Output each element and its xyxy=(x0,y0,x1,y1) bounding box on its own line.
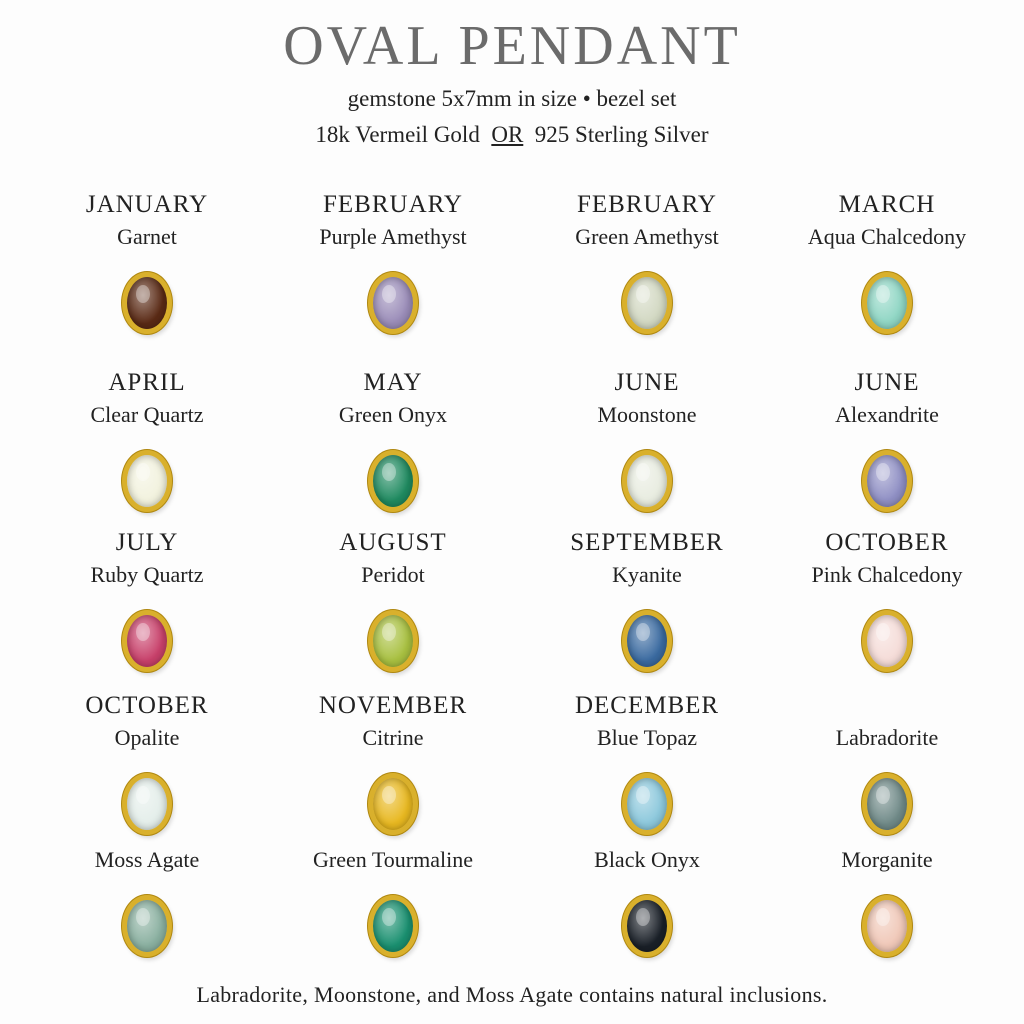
oval-gem-swatch xyxy=(368,895,418,957)
birth-month: JANUARY xyxy=(85,191,209,218)
birth-month: OCTOBER xyxy=(85,692,209,719)
birth-month xyxy=(762,691,1012,721)
gemstone-item: NOVEMBER Citrine xyxy=(268,691,518,835)
birth-month: JUNE xyxy=(614,369,680,396)
birth-month: NOVEMBER xyxy=(318,692,468,719)
oval-gem-swatch xyxy=(622,450,672,512)
gemstone-item: Morganite xyxy=(762,813,1012,957)
subtitle-material: 18k Vermeil Gold OR 925 Sterling Silver xyxy=(0,122,1024,148)
oval-gem-swatch xyxy=(622,272,672,334)
stone-name: Green Onyx xyxy=(338,402,448,427)
oval-gem-swatch xyxy=(862,272,912,334)
oval-gem-swatch xyxy=(122,272,172,334)
birth-month: OCTOBER xyxy=(825,529,949,556)
stone-name: Moonstone xyxy=(597,402,697,427)
birth-month: AUGUST xyxy=(339,529,447,556)
oval-gem-swatch xyxy=(862,610,912,672)
oval-gem-swatch xyxy=(368,610,418,672)
material-silver: 925 Sterling Silver xyxy=(534,122,709,147)
oval-gem-swatch xyxy=(368,272,418,334)
gemstone-item: FEBRUARY Purple Amethyst xyxy=(268,190,518,334)
gemstone-item: OCTOBER Pink Chalcedony xyxy=(762,528,1012,672)
stone-name: Green Tourmaline xyxy=(313,847,473,872)
oval-gem-swatch xyxy=(122,895,172,957)
stone-name: Alexandrite xyxy=(835,402,939,427)
gemstone-item: SEPTEMBER Kyanite xyxy=(522,528,772,672)
stone-name: Citrine xyxy=(362,725,424,750)
gemstone-item: FEBRUARY Green Amethyst xyxy=(522,190,772,334)
gemstone-item: Green Tourmaline xyxy=(268,813,518,957)
birth-month: MARCH xyxy=(838,191,936,218)
gemstone-item: APRIL Clear Quartz xyxy=(22,368,272,512)
stone-name: Pink Chalcedony xyxy=(811,562,963,587)
gemstone-item: Black Onyx xyxy=(522,813,772,957)
birth-month: JUNE xyxy=(854,369,920,396)
page-title: OVAL PENDANT xyxy=(283,15,741,77)
oval-gem-swatch xyxy=(622,773,672,835)
birth-month: FEBRUARY xyxy=(577,191,717,218)
stone-name: Ruby Quartz xyxy=(90,562,204,587)
gemstone-item: AUGUST Peridot xyxy=(268,528,518,672)
birth-month: DECEMBER xyxy=(574,692,720,719)
gemstone-item: Labradorite xyxy=(762,691,1012,835)
gemstone-item: OCTOBER Opalite xyxy=(22,691,272,835)
oval-gem-swatch xyxy=(622,610,672,672)
stone-name: Blue Topaz xyxy=(596,725,698,750)
stone-name: Morganite xyxy=(841,847,933,872)
stone-name: Black Onyx xyxy=(594,847,700,872)
material-or: OR xyxy=(491,122,524,147)
stone-name: Clear Quartz xyxy=(90,402,204,427)
oval-gem-swatch xyxy=(862,773,912,835)
gemstone-item: JULY Ruby Quartz xyxy=(22,528,272,672)
birth-month: MAY xyxy=(363,369,423,396)
gemstone-item: Moss Agate xyxy=(22,813,272,957)
material-gold: 18k Vermeil Gold xyxy=(315,122,480,147)
oval-gem-swatch xyxy=(862,895,912,957)
stone-name: Purple Amethyst xyxy=(319,224,467,249)
oval-gem-swatch xyxy=(122,773,172,835)
subtitle-size: gemstone 5x7mm in size • bezel set xyxy=(347,86,677,111)
gemstone-item: DECEMBER Blue Topaz xyxy=(522,691,772,835)
stone-name: Peridot xyxy=(361,562,425,587)
stone-name: Garnet xyxy=(117,224,177,249)
oval-gem-swatch xyxy=(368,773,418,835)
oval-gem-swatch xyxy=(122,450,172,512)
birth-month: APRIL xyxy=(108,369,186,396)
gemstone-item: JANUARY Garnet xyxy=(22,190,272,334)
stone-name: Aqua Chalcedony xyxy=(807,224,967,249)
oval-gem-swatch xyxy=(622,895,672,957)
gemstone-item: JUNE Moonstone xyxy=(522,368,772,512)
gemstone-item: MAY Green Onyx xyxy=(268,368,518,512)
oval-gem-swatch xyxy=(368,450,418,512)
oval-gem-swatch xyxy=(122,610,172,672)
stone-name: Green Amethyst xyxy=(575,224,719,249)
stone-name: Moss Agate xyxy=(94,847,200,872)
birth-month: JULY xyxy=(115,529,179,556)
stone-name: Opalite xyxy=(114,725,180,750)
footer-note: Labradorite, Moonstone, and Moss Agate c… xyxy=(196,982,828,1007)
gemstone-item: MARCH Aqua Chalcedony xyxy=(762,190,1012,334)
oval-gem-swatch xyxy=(862,450,912,512)
stone-name: Labradorite xyxy=(835,725,939,750)
birth-month: FEBRUARY xyxy=(323,191,463,218)
birth-month: SEPTEMBER xyxy=(570,529,724,556)
gemstone-item: JUNE Alexandrite xyxy=(762,368,1012,512)
stone-name: Kyanite xyxy=(612,562,682,587)
